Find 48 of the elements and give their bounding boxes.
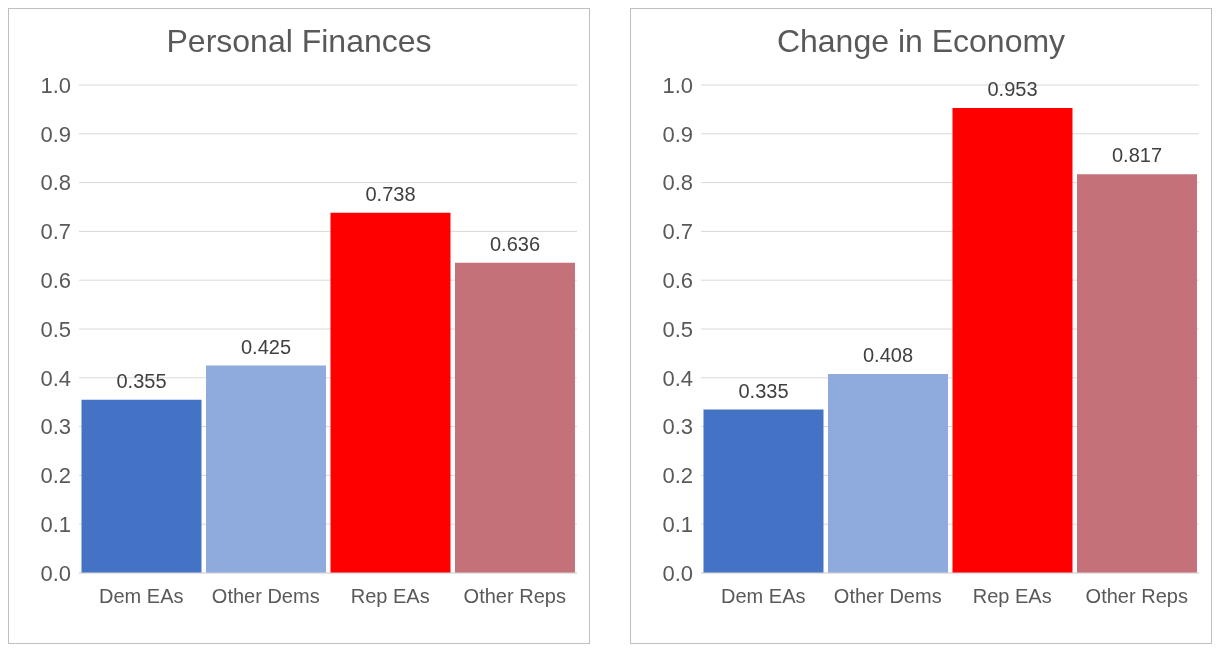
y-tick-label: 1.0: [40, 72, 71, 98]
y-tick-label: 0.7: [40, 219, 71, 245]
data-label: 0.335: [738, 379, 789, 402]
bar: [1076, 174, 1197, 573]
y-tick-label: 0.6: [40, 268, 71, 294]
x-tick-label: Rep EAs: [350, 585, 430, 607]
y-tick-label: 0.9: [40, 121, 71, 147]
x-tick-label: Dem EAs: [99, 585, 184, 607]
y-tick-label: 0.5: [40, 316, 71, 342]
y-tick-label: 0.4: [662, 365, 693, 391]
x-tick-label: Other Reps: [1085, 585, 1188, 607]
y-tick-label: 0.8: [662, 170, 693, 196]
bar: [703, 409, 824, 573]
bar: [952, 107, 1073, 573]
y-tick-label: 0.6: [662, 268, 693, 294]
y-tick-label: 0.7: [662, 219, 693, 245]
y-tick-label: 0.0: [40, 560, 71, 586]
x-tick-label: Other Dems: [833, 585, 942, 607]
data-label: 0.953: [987, 77, 1038, 100]
data-label: 0.408: [862, 343, 914, 366]
x-tick-label: Other Reps: [463, 585, 566, 607]
x-tick-label: Rep EAs: [972, 585, 1052, 607]
y-tick-label: 0.9: [662, 121, 693, 147]
y-tick-label: 0.0: [662, 560, 693, 586]
bar: [454, 262, 575, 573]
y-tick-label: 0.1: [40, 512, 71, 538]
y-tick-label: 0.4: [40, 365, 71, 391]
y-tick-label: 0.2: [662, 463, 693, 489]
bar: [205, 365, 326, 573]
data-label: 0.817: [1111, 144, 1163, 167]
chart-title: Personal Finances: [165, 23, 433, 61]
x-tick-label: Other Dems: [211, 585, 320, 607]
y-tick-label: 0.2: [40, 463, 71, 489]
y-tick-label: 0.5: [662, 316, 693, 342]
bar: [827, 373, 948, 573]
y-tick-label: 0.8: [40, 170, 71, 196]
data-label: 0.425: [240, 335, 292, 358]
y-tick-label: 0.1: [662, 512, 693, 538]
data-label: 0.738: [365, 182, 416, 205]
y-tick-label: 1.0: [662, 72, 693, 98]
y-tick-label: 0.3: [40, 414, 71, 440]
chart-title: Change in Economy: [775, 23, 1067, 61]
data-label: 0.636: [489, 232, 541, 255]
bar: [81, 399, 202, 573]
data-label: 0.355: [116, 369, 167, 392]
x-tick-label: Dem EAs: [721, 585, 806, 607]
y-tick-label: 0.3: [662, 414, 693, 440]
bar: [330, 212, 451, 573]
